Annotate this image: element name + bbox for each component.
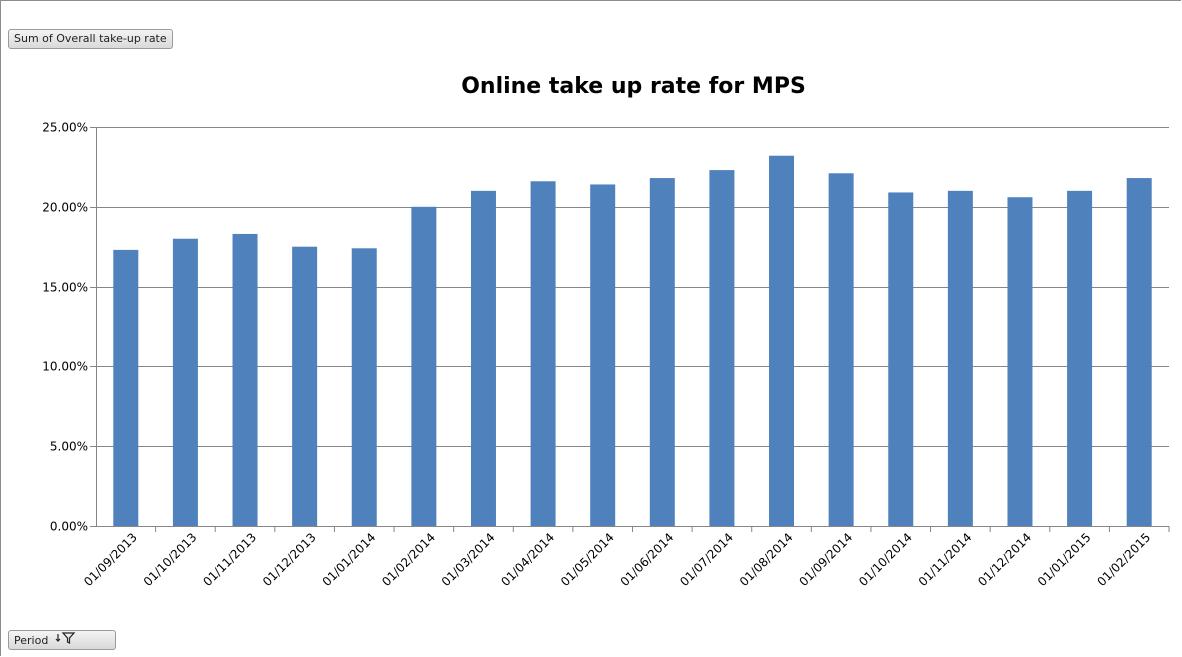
bar — [1126, 178, 1152, 526]
x-tick-label: 01/12/2014 — [975, 530, 1034, 589]
x-tick-label: 01/03/2014 — [439, 530, 498, 589]
bar — [649, 178, 675, 526]
filter-funnel-icon[interactable] — [54, 631, 76, 651]
bar — [113, 249, 139, 526]
axis-field-label: Period — [14, 634, 49, 647]
x-tick-label: 01/02/2014 — [379, 530, 438, 589]
y-tick-label: 25.00% — [42, 121, 88, 135]
y-tick-label: 5.00% — [50, 440, 88, 454]
bar — [232, 233, 258, 526]
bar — [351, 248, 377, 526]
bar — [888, 192, 914, 526]
bar — [769, 155, 795, 526]
x-tick-label: 01/12/2013 — [260, 530, 319, 589]
bar — [1067, 190, 1093, 526]
y-tick-label: 10.00% — [42, 360, 88, 374]
bar — [470, 190, 496, 526]
x-tick-label: 01/10/2014 — [856, 530, 915, 589]
bar — [411, 206, 437, 527]
x-tick-label: 01/02/2015 — [1095, 530, 1154, 589]
axis-field-button[interactable]: Period — [8, 630, 116, 650]
x-tick-label: 01/09/2013 — [81, 530, 140, 589]
bar — [590, 184, 616, 526]
bar — [709, 170, 735, 527]
y-tick-label: 0.00% — [50, 520, 88, 534]
x-tick-label: 01/07/2014 — [677, 530, 736, 589]
y-tick-label: 15.00% — [42, 281, 88, 295]
bar — [828, 173, 854, 526]
bar — [530, 181, 556, 527]
bar — [947, 190, 973, 526]
x-tick-label: 01/06/2014 — [618, 530, 677, 589]
bar — [172, 238, 198, 526]
bar — [292, 246, 318, 526]
x-tick-label: 01/01/2015 — [1035, 530, 1094, 589]
x-tick-label: 01/11/2014 — [916, 530, 975, 589]
x-tick-label: 01/08/2014 — [737, 530, 796, 589]
x-tick-label: 01/09/2014 — [796, 530, 855, 589]
chart-title: Online take up rate for MPS — [461, 74, 806, 99]
x-tick-label: 01/05/2014 — [558, 530, 617, 589]
value-field-button[interactable]: Sum of Overall take-up rate — [8, 29, 173, 49]
x-tick-label: 01/04/2014 — [498, 530, 557, 589]
bar — [1007, 197, 1033, 526]
x-tick-label: 01/10/2013 — [141, 530, 200, 589]
x-tick-label: 01/01/2014 — [320, 530, 379, 589]
y-tick-label: 20.00% — [42, 201, 88, 215]
x-tick-label: 01/11/2013 — [200, 530, 259, 589]
